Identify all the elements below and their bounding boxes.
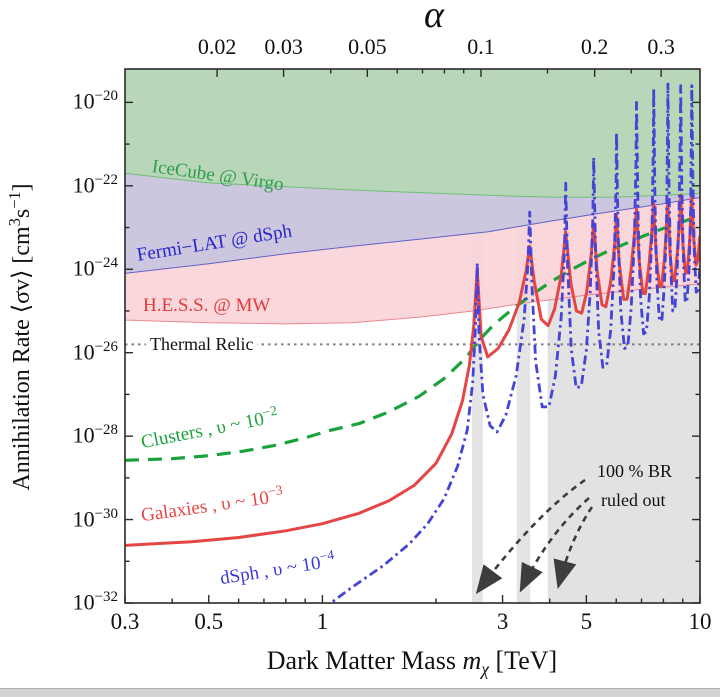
br-ruled-out-line2: ruled out	[601, 490, 666, 510]
ruled-out-arrow-2	[519, 497, 590, 593]
y-tick-label-1e-30: 10−30	[72, 505, 118, 531]
y-tick-label-1e-32: 10−32	[72, 589, 118, 615]
x-axis-title-unit: [TeV]	[489, 646, 558, 675]
y-axis-title-text: Annihilation Rate ⟨σv⟩ [cm	[9, 226, 35, 491]
hess-label: H.E.S.S. @ MW	[143, 295, 271, 316]
x-tick-label-5: 5	[580, 609, 593, 634]
y-tick-label-1e-26: 10−26	[72, 338, 118, 365]
y-axis-title: Annihilation Rate ⟨σv⟩ [cm3s−1]	[5, 37, 35, 637]
plot-area	[125, 69, 700, 603]
y-tick-label-1e-24: 10−24	[72, 255, 118, 281]
page-footer-strip	[0, 688, 720, 697]
y-tick-label-1e-20: 10−20	[72, 88, 118, 114]
thermal-label: Thermal Relic	[146, 334, 258, 354]
axis-ticks	[124, 69, 701, 604]
y-axis-title-sup2: −1	[5, 191, 24, 209]
alpha-tick-label-0.02: 0.02	[197, 34, 237, 59]
clusters-curve	[125, 214, 700, 462]
alpha-tick-label-0.1: 0.1	[467, 34, 495, 59]
alpha-axis-title: α	[424, 0, 444, 36]
alpha-tick-label-0.3: 0.3	[647, 34, 675, 59]
x-axis-title-var: m	[462, 646, 482, 675]
x-tick-label-1: 1	[316, 609, 329, 634]
br-ruled-out-line1: 100 % BR	[597, 461, 673, 481]
x-tick-label-3: 3	[496, 609, 509, 634]
ruled-out-arrow-1	[475, 478, 586, 595]
dsph-curve	[328, 82, 700, 603]
ruled-out-band-1	[472, 69, 483, 603]
y-axis-title-sup1: 3	[5, 218, 24, 227]
icecube-region-edge	[125, 172, 700, 198]
y-axis-title-close: ]	[9, 183, 35, 192]
x-tick-label-0.3: 0.3	[110, 609, 140, 634]
galaxies-curve	[125, 191, 700, 547]
alpha-tick-label-0.05: 0.05	[348, 34, 387, 59]
y-axis-title-mid: s	[9, 208, 35, 219]
x-axis-title-text: Dark Matter Mass	[266, 646, 463, 675]
alpha-tick-label-0.2: 0.2	[580, 34, 609, 59]
x-tick-label-10: 10	[688, 609, 712, 634]
alpha-tick-label-0.03: 0.03	[264, 34, 303, 59]
y-tick-label-1e-22: 10−22	[72, 171, 118, 198]
plot-frame	[124, 68, 701, 604]
x-axis-title: Dark Matter Mass mχ [TeV]	[112, 646, 712, 680]
fermi-region-edge	[125, 197, 700, 274]
x-axis-title-sub: χ	[481, 659, 490, 680]
icecube-region	[125, 69, 700, 198]
x-tick-label-0.5: 0.5	[194, 609, 224, 634]
y-tick-label-1e-28: 10−28	[72, 422, 118, 448]
